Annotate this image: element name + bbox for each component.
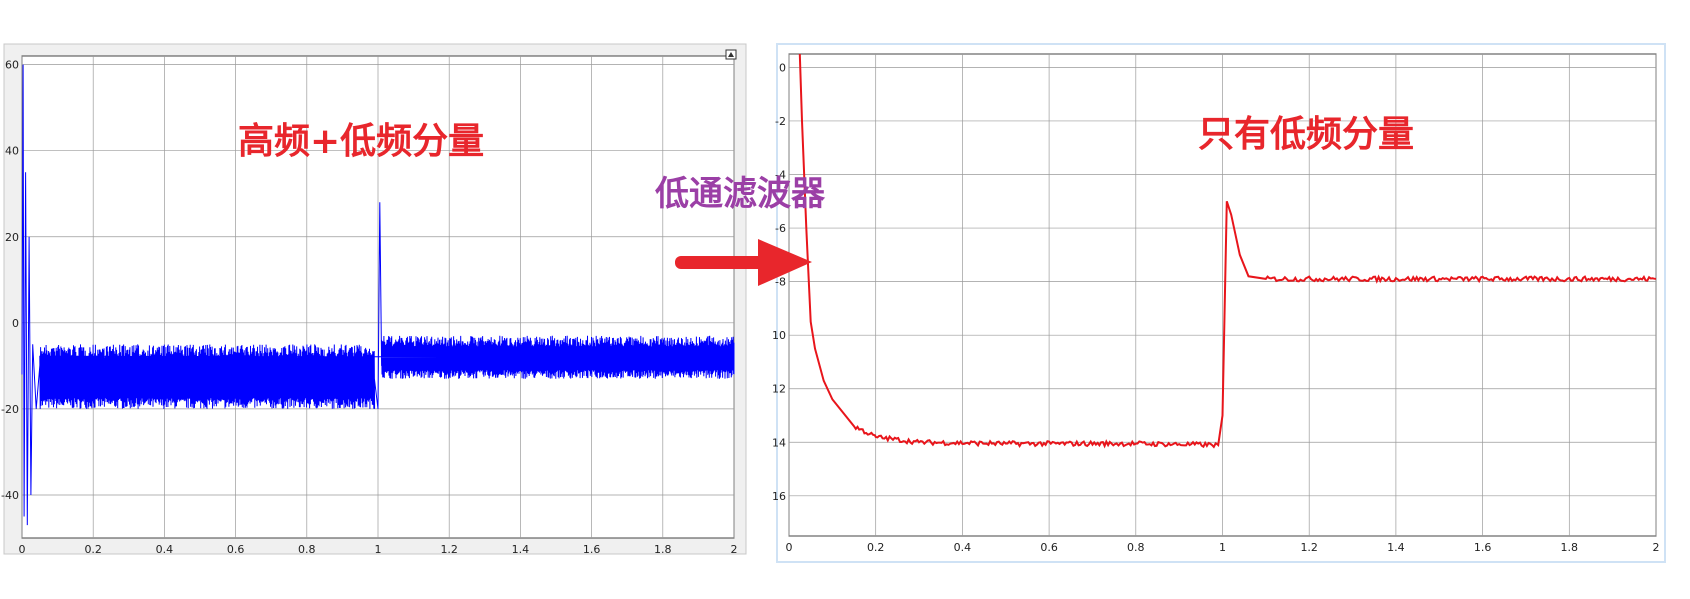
left-tick-labels: 0 0.2 0.4 0.6 0.8 1 1.2 1.4 1.6 1.8 2 60 40 20 0 -20 -40 <box>1 59 737 556</box>
x-tick-label: 0.2 <box>84 543 102 556</box>
x-tick-label: 1 <box>1219 541 1226 554</box>
left-annotation: 高频+低频分量 <box>238 121 484 162</box>
y-tick-label: -6 <box>775 222 786 235</box>
x-tick-label: 0 <box>786 541 793 554</box>
x-tick-label: 1.2 <box>440 543 458 556</box>
y-tick-label: -40 <box>1 489 19 502</box>
y-tick-label: 60 <box>5 59 19 72</box>
y-tick-label: 12 <box>772 383 786 396</box>
x-tick-label: 0.6 <box>1040 541 1058 554</box>
right-tick-labels: 0 0.2 0.4 0.6 0.8 1 1.2 1.4 1.6 1.8 2 0 -2 -4 -6 -8 10 12… <box>772 61 1660 554</box>
arrow-icon <box>675 239 812 286</box>
x-tick-label: 1.6 <box>583 543 601 556</box>
x-tick-label: 0.4 <box>156 543 174 556</box>
x-tick-label: 1.2 <box>1300 541 1318 554</box>
x-tick-label: 0.8 <box>298 543 316 556</box>
y-tick-label: -20 <box>1 403 19 416</box>
x-tick-label: 2 <box>731 543 738 556</box>
x-tick-label: 1.6 <box>1474 541 1492 554</box>
x-tick-label: 1.8 <box>654 543 672 556</box>
y-tick-label: 0 <box>779 61 786 74</box>
x-tick-label: 1.4 <box>512 543 530 556</box>
right-series-line <box>798 53 1657 449</box>
y-tick-label: 16 <box>772 490 786 503</box>
x-tick-label: 0 <box>19 543 26 556</box>
y-tick-label: -2 <box>775 115 786 128</box>
x-tick-label: 0.8 <box>1127 541 1145 554</box>
y-tick-label: 14 <box>772 436 786 449</box>
y-tick-label: -8 <box>775 276 786 289</box>
y-tick-label: 40 <box>5 145 19 158</box>
left-series-line <box>21 64 735 526</box>
filter-annotation: 低通滤波器 <box>655 174 826 214</box>
x-tick-label: 0.6 <box>227 543 245 556</box>
x-tick-label: 1 <box>375 543 382 556</box>
right-annotation: 只有低频分量 <box>1198 114 1414 155</box>
x-tick-label: 2 <box>1653 541 1660 554</box>
y-tick-label: 20 <box>5 231 19 244</box>
y-tick-label: -4 <box>775 169 786 182</box>
x-tick-label: 0.2 <box>867 541 885 554</box>
y-tick-label: 0 <box>12 317 19 330</box>
x-tick-label: 1.4 <box>1387 541 1405 554</box>
x-tick-label: 0.4 <box>954 541 972 554</box>
left-grid <box>21 56 735 538</box>
x-tick-label: 1.8 <box>1561 541 1579 554</box>
y-tick-label: 10 <box>772 329 786 342</box>
expand-icon[interactable] <box>725 49 737 60</box>
